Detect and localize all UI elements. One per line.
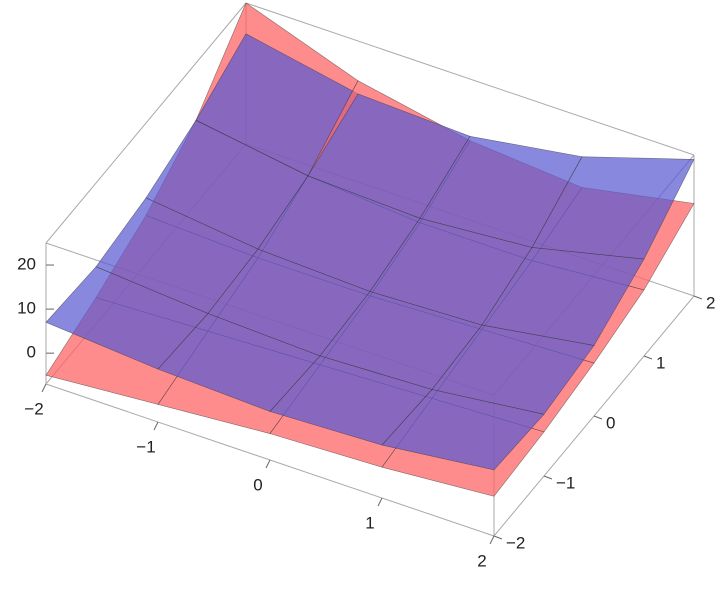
x-tick-label: 2 [477,551,486,570]
x-tick [265,459,271,469]
y-tick-label: 0 [606,413,615,432]
y-tick [493,535,503,540]
surface-patch [381,389,545,471]
box-edge [45,2,247,244]
z-tick-label: 10 [17,299,36,318]
x-tick-label: −1 [136,437,155,456]
x-tick [41,383,47,393]
x-tick-label: 1 [365,513,374,532]
y-tick-label: −1 [556,473,575,492]
y-tick [593,415,603,420]
z-tick-label: 0 [27,343,36,362]
x-tick [489,535,495,545]
y-tick-label: 2 [706,293,715,312]
x-tick-label: 0 [253,475,262,494]
y-tick [543,475,553,480]
y-tick-label: −2 [506,533,525,552]
y-tick [693,295,703,300]
y-tick [643,355,653,360]
z-tick-label: 20 [17,255,36,274]
x-tick [377,497,383,507]
y-tick-label: 1 [656,353,665,372]
x-tick-label: −2 [24,399,43,418]
x-tick [153,421,159,431]
box-edge [245,2,695,156]
